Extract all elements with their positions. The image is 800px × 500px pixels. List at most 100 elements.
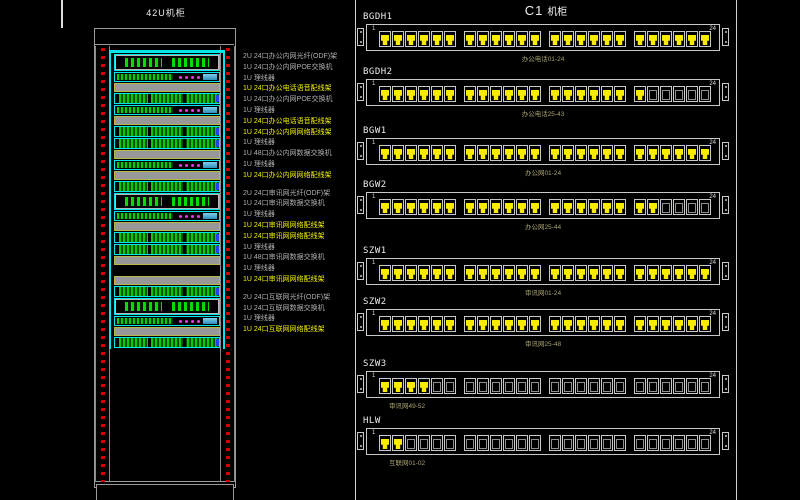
rj45-jack-icon (433, 149, 441, 159)
port-group (379, 145, 456, 161)
switch-uplink-module (203, 107, 217, 113)
rack-device-cable-manager (114, 83, 220, 92)
rj45-jack-icon (675, 149, 683, 159)
rj45-jack-icon (394, 320, 402, 330)
rj45-jack-icon (662, 382, 670, 392)
rj45-jack-icon (466, 35, 474, 45)
rj45-jack-icon (701, 382, 709, 392)
rj45-jack-icon (492, 203, 500, 213)
rj45-jack-icon (564, 269, 572, 279)
rj45-jack-icon (407, 439, 415, 449)
rj45-jack-icon (479, 439, 487, 449)
rj45-jack-icon (466, 149, 474, 159)
rj45-jack-icon (492, 382, 500, 392)
rj45-port-used (575, 316, 587, 332)
rj45-jack-icon (636, 439, 644, 449)
port-group (634, 31, 711, 47)
rj45-jack-icon (662, 320, 670, 330)
panel-end-marker (216, 339, 219, 346)
rj45-port-used (575, 199, 587, 215)
rj45-jack-icon (492, 35, 500, 45)
mounting-ear-right (722, 432, 729, 450)
port-group (634, 316, 711, 332)
rj45-port-used (575, 145, 587, 161)
patch-panel-bgdh1: BGDH1 1 24 办公电话01-24 (357, 12, 735, 63)
rj45-port-used (686, 316, 698, 332)
port-group (464, 86, 541, 102)
rj45-jack-icon (518, 439, 526, 449)
rj45-jack-icon (603, 320, 611, 330)
rj45-port-used (490, 265, 502, 281)
rj45-port-empty (686, 86, 698, 102)
patch-panel-bgw2: BGW2 1 24 办公网25-44 (357, 180, 735, 231)
mounting-ear-left (357, 28, 364, 46)
rj45-port-used (444, 31, 456, 47)
rj45-port-used (562, 316, 574, 332)
rj45-port-used (660, 316, 672, 332)
rj45-port-used (444, 265, 456, 281)
rj45-port-used (549, 316, 561, 332)
patch-panel-hlw: HLW 1 24 互联网01-02 (357, 416, 735, 467)
panel-faceplate: 1 24 (357, 24, 729, 51)
rj45-port-used (647, 265, 659, 281)
rj45-port-used (575, 265, 587, 281)
rj45-jack-icon (505, 320, 513, 330)
panel-faceplate: 1 24 (357, 258, 729, 285)
rj45-port-empty (516, 435, 528, 451)
rj45-jack-icon (551, 382, 559, 392)
switch-led-icons (177, 108, 201, 112)
port-group (379, 265, 456, 281)
rj45-port-used (686, 31, 698, 47)
rj45-jack-icon (649, 269, 657, 279)
port-group-separator (148, 139, 152, 148)
rj45-jack-icon (701, 90, 709, 100)
rj45-jack-icon (564, 203, 572, 213)
rj45-port-empty (634, 435, 646, 451)
rj45-port-used (699, 31, 711, 47)
rj45-port-used (503, 199, 515, 215)
rj45-jack-icon (531, 35, 539, 45)
rj45-port-used (418, 316, 430, 332)
rj45-jack-icon (675, 320, 683, 330)
rj45-jack-icon (649, 203, 657, 213)
rj45-jack-icon (479, 382, 487, 392)
rj45-jack-icon (433, 90, 441, 100)
rj45-port-used (503, 316, 515, 332)
panel-end-cap (115, 338, 119, 347)
rj45-port-used (477, 145, 489, 161)
rj45-jack-icon (420, 439, 428, 449)
port-number-first: 1 (372, 373, 376, 379)
panel-range-label: 互联网01-02 (389, 460, 426, 467)
rj45-port-used (588, 31, 600, 47)
rj45-jack-icon (505, 439, 513, 449)
rj45-jack-icon (394, 269, 402, 279)
rj45-jack-icon (446, 203, 454, 213)
rj45-port-used (490, 86, 502, 102)
rj45-port-used (392, 145, 404, 161)
rj45-port-used (588, 145, 600, 161)
port-group-separator (182, 127, 186, 136)
rj45-jack-icon (662, 269, 670, 279)
rj45-port-empty (699, 86, 711, 102)
rack-base (96, 484, 234, 500)
rj45-port-empty (686, 435, 698, 451)
mounting-ear-left (357, 432, 364, 450)
rj45-port-used (660, 145, 672, 161)
legend-item: 1U 48口办公内网数据交换机 (243, 150, 332, 158)
rj45-port-empty (686, 199, 698, 215)
rj45-jack-icon (394, 203, 402, 213)
port-strip (367, 139, 719, 161)
rj45-port-used (379, 86, 391, 102)
mounting-ear-right (722, 83, 729, 101)
rj45-jack-icon (688, 382, 696, 392)
rj45-jack-icon (701, 149, 709, 159)
rj45-port-empty (660, 435, 672, 451)
port-group (379, 31, 456, 47)
rj45-jack-icon (688, 35, 696, 45)
rj45-port-empty (477, 435, 489, 451)
rj45-jack-icon (446, 320, 454, 330)
port-number-last: 24 (709, 194, 716, 200)
rj45-port-empty (660, 199, 672, 215)
rj45-port-used (647, 316, 659, 332)
